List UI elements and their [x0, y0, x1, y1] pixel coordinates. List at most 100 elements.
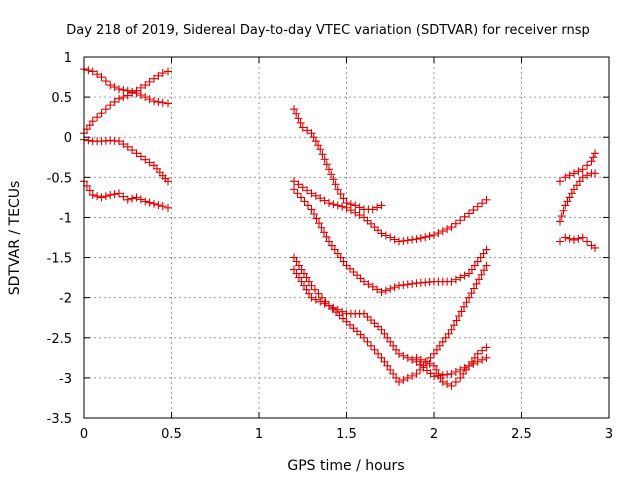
data-point	[106, 190, 115, 199]
data-point	[430, 349, 438, 358]
data-point	[386, 233, 395, 242]
data-point	[329, 200, 338, 209]
data-point	[473, 257, 482, 266]
data-point	[403, 280, 412, 289]
data-point	[333, 249, 342, 258]
data-point	[456, 373, 465, 382]
x-tick-label: 2	[430, 427, 438, 442]
data-point	[312, 214, 321, 223]
data-point	[119, 192, 128, 201]
data-point	[93, 113, 102, 122]
data-point	[136, 91, 145, 100]
data-point	[141, 93, 150, 102]
data-point	[390, 235, 399, 244]
data-point	[101, 105, 110, 114]
data-point	[97, 193, 106, 202]
x-tick-label: 0	[80, 427, 88, 442]
data-point	[421, 357, 430, 366]
data-point	[325, 165, 333, 174]
series-arc-b1	[290, 105, 386, 214]
data-point	[154, 201, 163, 210]
data-point	[430, 372, 438, 381]
data-point	[408, 235, 417, 244]
data-point	[392, 345, 401, 354]
data-point	[583, 171, 592, 180]
data-point	[101, 77, 110, 86]
data-point	[425, 232, 434, 241]
data-point	[374, 349, 382, 358]
data-point	[327, 170, 336, 179]
data-point	[145, 95, 154, 104]
data-point	[342, 203, 351, 212]
data-point	[310, 210, 318, 219]
data-point	[436, 373, 445, 382]
data-point	[164, 203, 172, 212]
data-point	[467, 265, 476, 274]
data-point	[441, 333, 450, 342]
data-point	[336, 253, 345, 262]
data-point	[462, 298, 471, 307]
data-point	[557, 212, 566, 221]
data-point	[450, 321, 458, 330]
data-point	[290, 253, 298, 262]
data-point	[93, 70, 102, 79]
series-arc-c1	[556, 149, 599, 186]
data-point	[589, 153, 598, 162]
data-point	[294, 114, 303, 123]
data-point	[154, 71, 163, 80]
data-point	[482, 353, 491, 362]
data-point	[479, 249, 488, 258]
data-point	[333, 305, 342, 314]
data-point	[145, 77, 154, 86]
data-point	[307, 129, 316, 138]
series-arc-b6	[412, 343, 491, 390]
data-point	[399, 236, 408, 245]
data-point	[316, 297, 325, 306]
data-point	[403, 353, 412, 362]
data-point	[444, 329, 453, 338]
data-point	[303, 126, 312, 135]
data-point	[452, 316, 461, 325]
data-point	[559, 206, 568, 215]
data-point	[443, 379, 452, 388]
data-point	[421, 233, 430, 242]
data-point	[339, 194, 348, 203]
data-point	[298, 123, 307, 132]
data-point	[473, 202, 482, 211]
data-point	[470, 353, 479, 362]
data-point	[320, 299, 329, 308]
data-point	[305, 277, 313, 286]
data-point	[472, 279, 481, 288]
data-point	[583, 161, 592, 170]
x-tick-label: 3	[605, 427, 613, 442]
data-point	[460, 271, 469, 280]
data-point	[311, 137, 320, 146]
y-tick-label: -2	[59, 292, 72, 307]
data-point	[307, 281, 316, 290]
data-point	[377, 288, 386, 297]
data-point	[300, 197, 309, 206]
data-point	[447, 223, 456, 232]
y-axis-label: SDTVAR / TECUs	[7, 181, 23, 296]
data-point	[459, 369, 468, 378]
data-point	[106, 101, 115, 110]
data-point	[295, 261, 303, 270]
data-point	[392, 373, 401, 382]
data-point	[465, 361, 473, 370]
data-point	[438, 337, 447, 346]
data-point	[455, 312, 463, 321]
data-point	[305, 289, 313, 298]
data-point	[465, 293, 473, 302]
data-point	[85, 121, 94, 130]
data-point	[158, 98, 167, 107]
data-point	[330, 245, 339, 254]
data-point	[377, 229, 386, 238]
data-point	[297, 193, 305, 202]
data-point	[377, 201, 386, 210]
data-point	[88, 117, 97, 126]
data-point	[150, 97, 158, 106]
chart-title: Day 218 of 2019, Sidereal Day-to-day VTE…	[66, 23, 590, 38]
y-tick-label: -1.5	[47, 252, 72, 267]
data-point	[368, 282, 377, 291]
y-tick-label: -3	[59, 372, 72, 387]
